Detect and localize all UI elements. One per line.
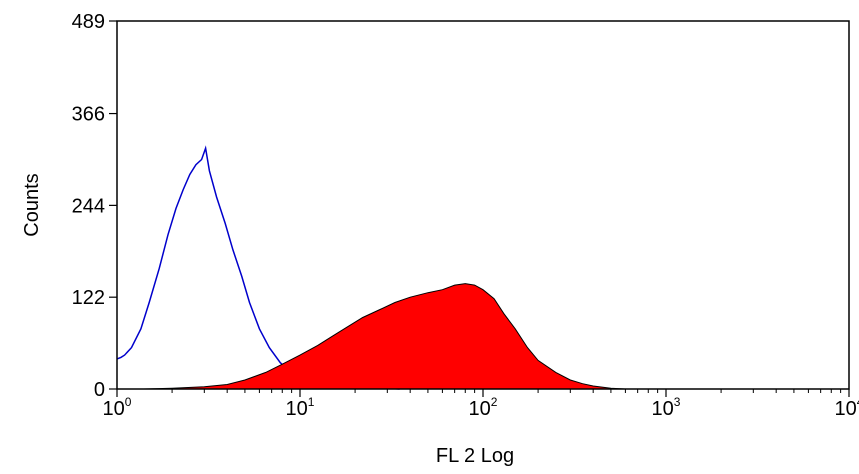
y-tick-label: 122 (72, 287, 105, 309)
x-tick-label: 103 (652, 395, 681, 420)
y-axis-title: Counts (21, 173, 43, 236)
tick-labels-group: 100 101 102 103 104 0 122 244 366 489 (72, 11, 859, 420)
plot-series-group (116, 145, 626, 390)
x-tick-label: 102 (469, 395, 498, 420)
x-axis-title: FL 2 Log (436, 445, 514, 467)
y-tick-label: 244 (72, 195, 105, 217)
x-tick-label: 100 (103, 395, 132, 420)
y-tick-label: 489 (72, 11, 105, 33)
tick-marks-group (109, 20, 850, 397)
y-tick-label: 0 (94, 379, 105, 401)
y-tick-label: 366 (72, 104, 105, 126)
series-2-filled-histogram (143, 283, 626, 390)
x-tick-label: 101 (286, 395, 315, 420)
x-tick-label: 104 (835, 395, 859, 420)
